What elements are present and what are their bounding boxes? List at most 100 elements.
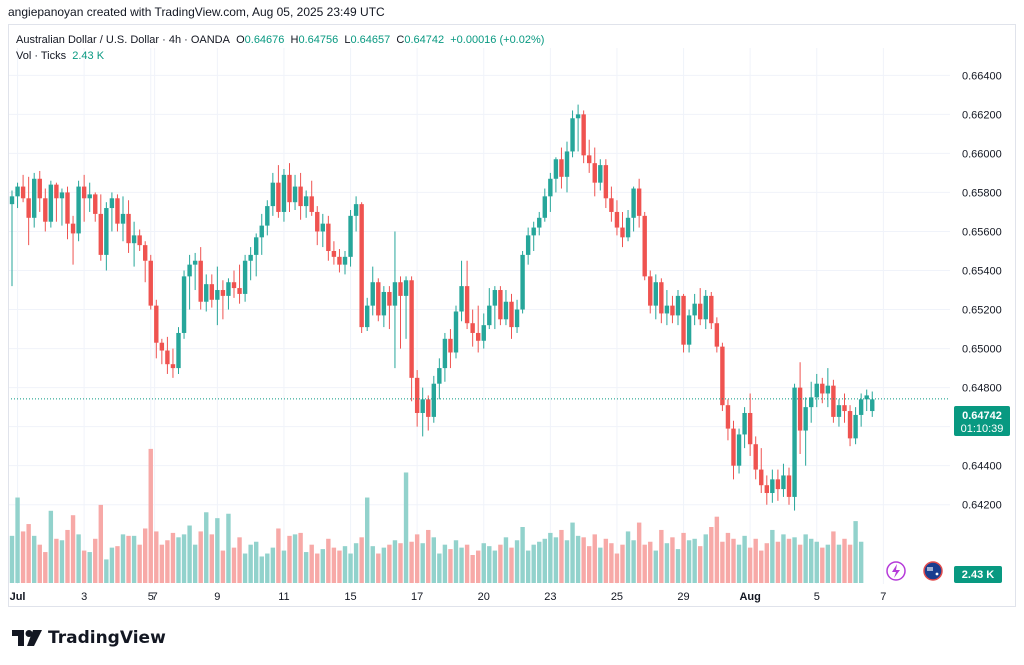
candle [392, 231, 398, 369]
price-chart[interactable]: 0.66400 0.66200 0.66000 0.65800 0.65600 0.654… [0, 24, 1024, 612]
volume-bar [753, 538, 758, 583]
candle [692, 293, 697, 326]
candle [464, 260, 470, 330]
volume-bar [770, 529, 775, 583]
candle [65, 186, 70, 240]
candle [431, 375, 436, 423]
volume-bar [32, 535, 37, 583]
time-tick-label: 15 [344, 591, 356, 603]
volume-bar [337, 550, 342, 583]
candle [797, 362, 803, 454]
candle [631, 186, 636, 232]
candle [365, 297, 370, 332]
volume-bar [20, 531, 26, 583]
candle [448, 329, 453, 369]
volume-bar [292, 534, 298, 583]
candle [775, 469, 781, 501]
candle [548, 172, 553, 212]
candle [520, 250, 525, 314]
time-tick-label: 7 [152, 591, 158, 603]
candle [126, 200, 131, 253]
time-tick-label: Aug [739, 591, 760, 603]
volume-bar [370, 546, 375, 583]
volume-bar [48, 510, 54, 583]
candle [54, 182, 59, 222]
candle [115, 194, 120, 232]
volume-bar [592, 534, 597, 583]
candle [847, 405, 853, 447]
candle [9, 190, 15, 287]
volume-bar [631, 540, 636, 583]
volume-bar [409, 541, 414, 583]
candle [93, 192, 98, 222]
candle [803, 397, 808, 466]
price-badge: 0.64742 01:10:39 [954, 406, 1010, 436]
high-value: 0.64756 [298, 34, 339, 46]
volume-bar [403, 472, 409, 583]
volume-bar [198, 531, 203, 583]
candle [603, 159, 609, 209]
candle [303, 190, 309, 218]
volume-bar [381, 547, 387, 583]
volume-bar [542, 538, 547, 583]
candle [481, 313, 486, 349]
time-axis[interactable]: Jul 3 57 9 11 15 17 20 23 25 29 Aug 5 7 [10, 591, 887, 603]
volume-bar [242, 553, 248, 583]
candle [642, 211, 647, 281]
time-tick-label: 20 [478, 591, 490, 603]
volume-bar [70, 515, 76, 583]
volume-bar [353, 543, 359, 583]
price-axis[interactable]: 0.66400 0.66200 0.66000 0.65800 0.65600 0.654… [962, 70, 1002, 511]
volume-bar [498, 544, 503, 583]
volume-bar [93, 538, 98, 583]
candle [747, 393, 753, 456]
candle [387, 286, 392, 330]
candle [853, 407, 858, 445]
volume-bar [620, 544, 625, 583]
candle [87, 182, 92, 212]
candle [570, 110, 575, 158]
volume-bar [720, 541, 725, 583]
volume-bar [853, 521, 858, 583]
volume-bar [575, 535, 581, 583]
candle [104, 202, 109, 271]
candle [287, 163, 292, 212]
volume-label: Vol · Ticks [16, 50, 67, 62]
candle [537, 211, 542, 236]
volume-bar [315, 553, 320, 583]
volume-bar [181, 534, 187, 583]
candle [792, 383, 797, 511]
volume-bar [192, 544, 198, 583]
lightning-icon[interactable] [886, 561, 906, 581]
grid [8, 48, 950, 584]
volume-bar [115, 546, 120, 583]
candle [742, 407, 747, 449]
candle [625, 210, 631, 242]
candle [298, 172, 303, 220]
price-tick-label: 0.66400 [962, 70, 1002, 82]
candle [131, 221, 137, 267]
volume-bar [442, 544, 448, 583]
low-label: L [344, 34, 351, 46]
candle [509, 293, 514, 339]
volume-bar [670, 537, 675, 583]
candle [786, 467, 792, 505]
candle [414, 370, 420, 427]
volume-bar [326, 538, 331, 583]
candle [703, 290, 708, 330]
volume-bar [503, 537, 509, 583]
candle [15, 182, 20, 209]
candle [825, 368, 831, 408]
volume-bars [9, 448, 864, 583]
candle [326, 215, 331, 261]
candle [686, 309, 692, 353]
volume-bar [742, 535, 747, 583]
symbol-legend: Australian Dollar / U.S. Dollar · 4h · O… [16, 34, 544, 46]
volume-bar [37, 544, 42, 583]
country-flag-icon[interactable] [923, 561, 943, 581]
candle [764, 475, 769, 505]
time-tick-label: 17 [411, 591, 423, 603]
candle [542, 188, 547, 222]
volume-bar [537, 541, 542, 583]
candle [315, 206, 320, 246]
